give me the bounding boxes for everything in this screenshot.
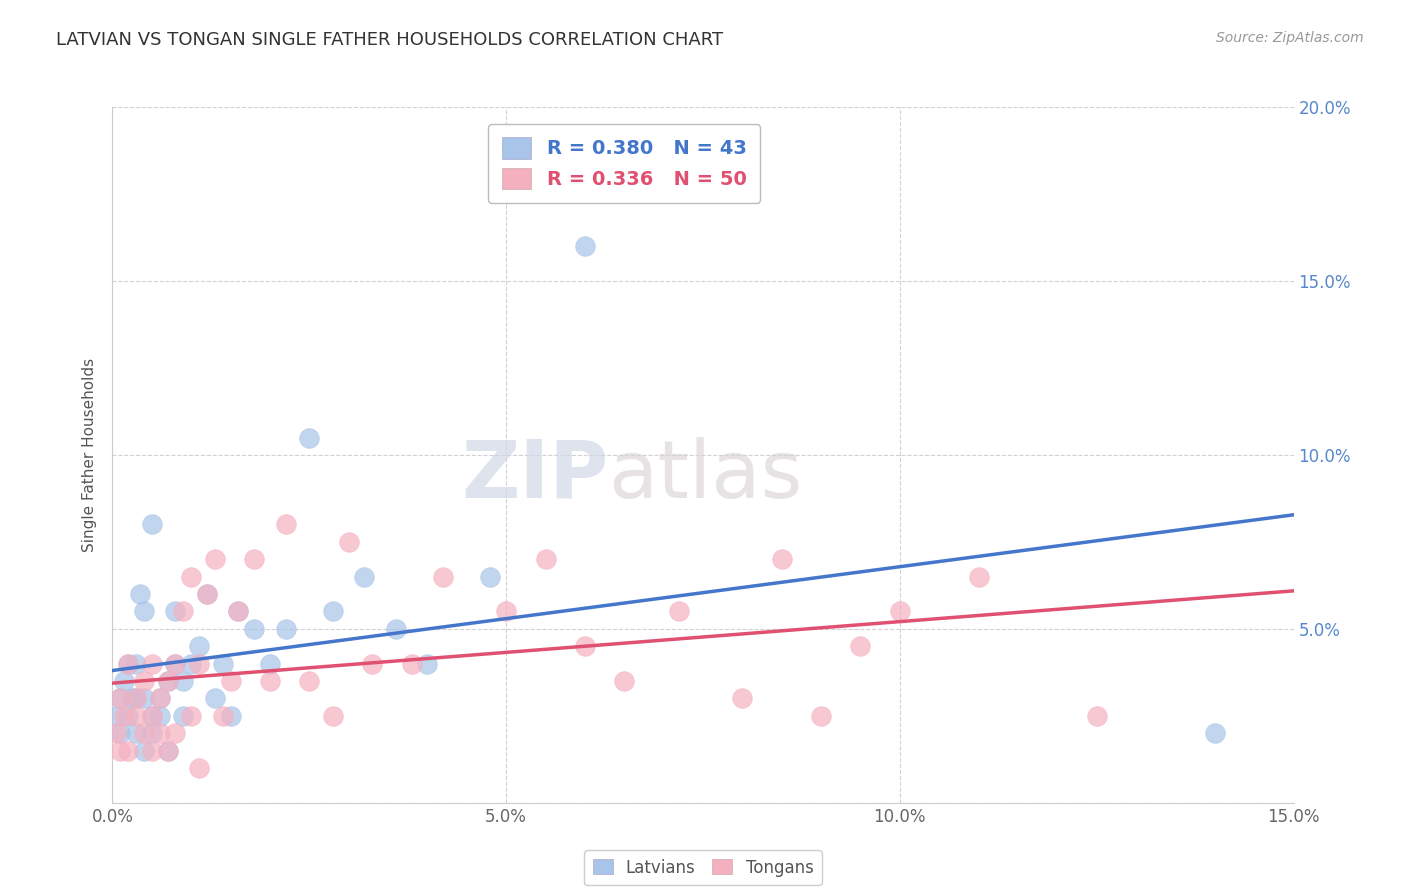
Point xyxy=(195,587,218,601)
Point xyxy=(228,605,250,619)
Point xyxy=(243,552,266,566)
Point xyxy=(125,691,148,706)
Point xyxy=(298,674,321,689)
Point xyxy=(495,605,517,619)
Point xyxy=(149,708,172,723)
Point xyxy=(195,587,218,601)
Point xyxy=(810,708,832,723)
Point xyxy=(211,708,233,723)
Point xyxy=(117,708,139,723)
Point xyxy=(110,691,132,706)
Text: ZIP: ZIP xyxy=(461,437,609,515)
Point xyxy=(149,691,172,706)
Point xyxy=(132,674,155,689)
Point xyxy=(668,605,690,619)
Point xyxy=(110,691,132,706)
Point xyxy=(156,744,179,758)
Point xyxy=(117,657,139,671)
Point xyxy=(298,431,321,445)
Text: LATVIAN VS TONGAN SINGLE FATHER HOUSEHOLDS CORRELATION CHART: LATVIAN VS TONGAN SINGLE FATHER HOUSEHOL… xyxy=(56,31,723,49)
Point xyxy=(172,708,194,723)
Point xyxy=(125,657,148,671)
Point xyxy=(165,605,187,619)
Point xyxy=(117,657,139,671)
Point xyxy=(180,570,202,584)
Point xyxy=(141,657,163,671)
Point xyxy=(211,657,233,671)
Point xyxy=(849,639,872,653)
Point xyxy=(188,761,211,775)
Point xyxy=(141,517,163,532)
Point xyxy=(204,552,226,566)
Point xyxy=(322,605,344,619)
Point xyxy=(112,674,135,689)
Point xyxy=(110,744,132,758)
Point xyxy=(180,708,202,723)
Point xyxy=(967,570,990,584)
Point xyxy=(188,639,211,653)
Point xyxy=(105,708,128,723)
Point xyxy=(172,605,194,619)
Point xyxy=(1085,708,1108,723)
Point xyxy=(149,691,172,706)
Point xyxy=(132,726,155,740)
Point xyxy=(117,744,139,758)
Y-axis label: Single Father Households: Single Father Households xyxy=(82,358,97,552)
Point xyxy=(534,552,557,566)
Point xyxy=(125,708,148,723)
Point xyxy=(361,657,384,671)
Point xyxy=(156,674,179,689)
Legend: R = 0.380   N = 43, R = 0.336   N = 50: R = 0.380 N = 43, R = 0.336 N = 50 xyxy=(488,124,761,203)
Point xyxy=(204,691,226,706)
Point xyxy=(110,726,132,740)
Point xyxy=(149,726,172,740)
Point xyxy=(188,657,211,671)
Point xyxy=(259,657,281,671)
Point xyxy=(574,239,596,253)
Point xyxy=(770,552,793,566)
Point xyxy=(141,708,163,723)
Point xyxy=(731,691,754,706)
Point xyxy=(105,726,128,740)
Point xyxy=(132,605,155,619)
Point xyxy=(613,674,636,689)
Point xyxy=(432,570,454,584)
Point xyxy=(353,570,375,584)
Point xyxy=(129,587,152,601)
Point xyxy=(112,708,135,723)
Point xyxy=(165,657,187,671)
Point xyxy=(121,691,143,706)
Point xyxy=(259,674,281,689)
Point xyxy=(479,570,502,584)
Point xyxy=(156,674,179,689)
Text: atlas: atlas xyxy=(609,437,803,515)
Point xyxy=(1204,726,1226,740)
Point xyxy=(141,708,163,723)
Point xyxy=(141,726,163,740)
Point xyxy=(172,674,194,689)
Point xyxy=(165,726,187,740)
Text: Source: ZipAtlas.com: Source: ZipAtlas.com xyxy=(1216,31,1364,45)
Point xyxy=(574,639,596,653)
Point xyxy=(219,708,242,723)
Point xyxy=(156,744,179,758)
Point xyxy=(337,534,360,549)
Point xyxy=(165,657,187,671)
Point xyxy=(125,691,148,706)
Point xyxy=(132,691,155,706)
Point xyxy=(385,622,408,636)
Point xyxy=(132,744,155,758)
Point xyxy=(274,517,297,532)
Point xyxy=(219,674,242,689)
Point xyxy=(401,657,423,671)
Point xyxy=(322,708,344,723)
Point xyxy=(141,744,163,758)
Point xyxy=(228,605,250,619)
Point xyxy=(243,622,266,636)
Point xyxy=(180,657,202,671)
Point xyxy=(416,657,439,671)
Point xyxy=(125,726,148,740)
Point xyxy=(889,605,911,619)
Point xyxy=(274,622,297,636)
